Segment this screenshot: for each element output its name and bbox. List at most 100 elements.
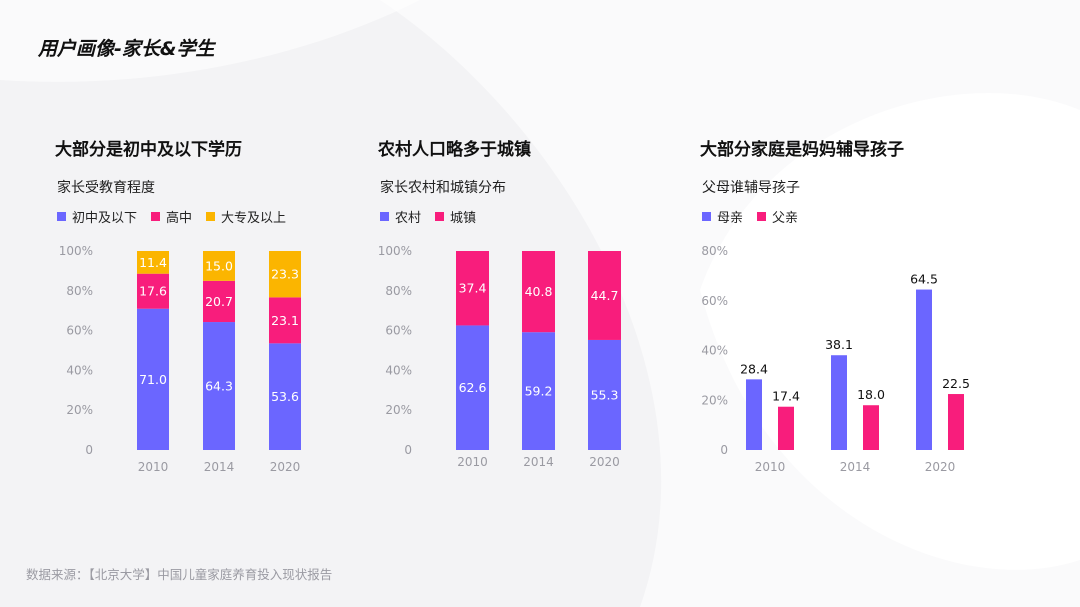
legend-item: 母亲 xyxy=(702,207,743,226)
legend-item: 高中 xyxy=(151,207,192,226)
y-tick-label: 20% xyxy=(701,393,728,407)
data-label: 55.3 xyxy=(591,387,619,402)
chart-legend: 初中及以下 高中 大专及以上 xyxy=(57,207,286,226)
data-label: 18.0 xyxy=(857,387,885,402)
panel-heading: 大部分是初中及以下学历 xyxy=(55,140,242,160)
y-tick-label: 60% xyxy=(385,324,412,338)
data-label: 37.4 xyxy=(459,281,487,296)
data-label: 11.4 xyxy=(139,255,167,270)
data-label: 71.0 xyxy=(139,372,167,387)
legend-item: 城镇 xyxy=(435,207,476,226)
bar-segment xyxy=(456,251,489,326)
x-tick-label: 2014 xyxy=(204,460,235,474)
bar xyxy=(746,379,762,450)
legend-item: 初中及以下 xyxy=(57,207,137,226)
legend-label: 高中 xyxy=(166,211,193,226)
source-note: 数据来源：【北京大学】中国儿童家庭养育投入现状报告 xyxy=(26,567,333,582)
y-tick-label: 60% xyxy=(701,294,728,308)
bar-segment xyxy=(203,280,235,323)
legend-item: 农村 xyxy=(380,207,421,226)
x-tick-label: 2010 xyxy=(138,460,169,474)
legend-item: 父亲 xyxy=(757,207,798,226)
y-tick-label: 40% xyxy=(66,363,93,377)
bar-segment xyxy=(588,339,621,450)
y-tick-label: 0 xyxy=(85,443,93,457)
data-label: 64.5 xyxy=(910,272,938,287)
bar xyxy=(916,289,932,450)
y-tick-label: 0 xyxy=(720,443,728,457)
data-label: 22.5 xyxy=(942,376,970,391)
chart-panel-residence: 农村人口略多于城镇 家长农村和城镇分布 农村 城镇 0 20% 40% 60% 80% 1… xyxy=(378,130,678,490)
data-label: 23.3 xyxy=(271,267,299,282)
x-tick-label: 2014 xyxy=(523,455,554,469)
y-tick-label: 40% xyxy=(701,344,728,358)
bar xyxy=(778,406,794,450)
bar-segment xyxy=(269,251,301,298)
data-label: 20.7 xyxy=(205,294,233,309)
data-label: 44.7 xyxy=(591,288,619,303)
bar xyxy=(948,394,964,450)
bar-segment xyxy=(522,251,555,333)
bar-segment xyxy=(269,343,301,450)
data-label: 59.2 xyxy=(525,384,553,399)
bar-segment xyxy=(203,322,235,450)
legend-label: 父亲 xyxy=(772,211,799,226)
legend-swatch xyxy=(702,212,711,221)
legend-swatch xyxy=(757,212,767,221)
bar xyxy=(831,355,847,450)
x-tick-label: 2014 xyxy=(840,460,871,474)
legend-swatch xyxy=(57,212,66,221)
data-label: 38.1 xyxy=(825,337,853,352)
legend-swatch xyxy=(151,212,161,221)
data-label: 40.8 xyxy=(525,284,553,299)
legend-label: 初中及以下 xyxy=(72,211,138,226)
x-tick-label: 2020 xyxy=(925,460,956,474)
data-label: 17.6 xyxy=(139,284,167,299)
x-tick-label: 2010 xyxy=(457,455,488,469)
legend-label: 农村 xyxy=(395,211,422,226)
y-tick-label: 60% xyxy=(66,324,93,338)
bar xyxy=(863,405,879,450)
y-tick-label: 100% xyxy=(59,244,93,258)
bar-segment xyxy=(269,297,301,344)
bar-segment xyxy=(137,308,169,450)
legend-swatch xyxy=(380,212,389,221)
data-label: 53.6 xyxy=(271,389,299,404)
legend-label: 大专及以上 xyxy=(221,211,287,226)
panel-subtitle: 家长受教育程度 xyxy=(57,180,155,196)
legend-swatch xyxy=(435,212,445,221)
page-title: 用户画像-家长&学生 xyxy=(38,38,215,60)
x-tick-label: 2010 xyxy=(755,460,786,474)
education-stacked-bar-chart: 0 20% 40% 60% 80% 100% 71.0 17.6 11.4 2010 64.3 20.… xyxy=(59,244,301,474)
bar-segment xyxy=(588,251,621,340)
bar-segment xyxy=(137,251,169,274)
data-label: 17.4 xyxy=(772,389,800,404)
data-label: 28.4 xyxy=(740,361,768,376)
panel-subtitle: 父母谁辅导孩子 xyxy=(702,180,800,196)
y-tick-label: 20% xyxy=(385,403,412,417)
legend-label: 城镇 xyxy=(450,211,477,226)
bar-segment xyxy=(203,251,235,281)
panel-subtitle: 家长农村和城镇分布 xyxy=(380,180,506,196)
y-tick-label: 20% xyxy=(66,403,93,417)
bar-segment xyxy=(137,273,169,309)
tutoring-grouped-bar-chart: 0 20% 40% 60% 80% 28.4 17.4 2010 38.1 18.0 2014 64.… xyxy=(701,244,970,474)
legend-label: 母亲 xyxy=(717,211,744,226)
y-tick-label: 100% xyxy=(378,244,412,258)
bar-segment xyxy=(522,332,555,450)
chart-legend: 农村 城镇 xyxy=(380,207,476,226)
y-tick-label: 80% xyxy=(701,244,728,258)
chart-legend: 母亲 父亲 xyxy=(702,207,798,226)
y-tick-label: 40% xyxy=(385,363,412,377)
panel-heading: 大部分家庭是妈妈辅导孩子 xyxy=(700,140,904,160)
x-tick-label: 2020 xyxy=(270,460,301,474)
legend-swatch xyxy=(206,212,216,221)
data-label: 62.6 xyxy=(459,380,487,395)
bar-segment xyxy=(456,325,489,450)
data-label: 15.0 xyxy=(205,258,233,273)
legend-item: 大专及以上 xyxy=(206,207,286,226)
chart-panel-tutoring: 大部分家庭是妈妈辅导孩子 父母谁辅导孩子 母亲 父亲 0 20% 40% 60% 80%… xyxy=(700,130,1000,490)
data-label: 23.1 xyxy=(271,313,299,328)
y-tick-label: 80% xyxy=(385,284,412,298)
x-tick-label: 2020 xyxy=(589,455,620,469)
